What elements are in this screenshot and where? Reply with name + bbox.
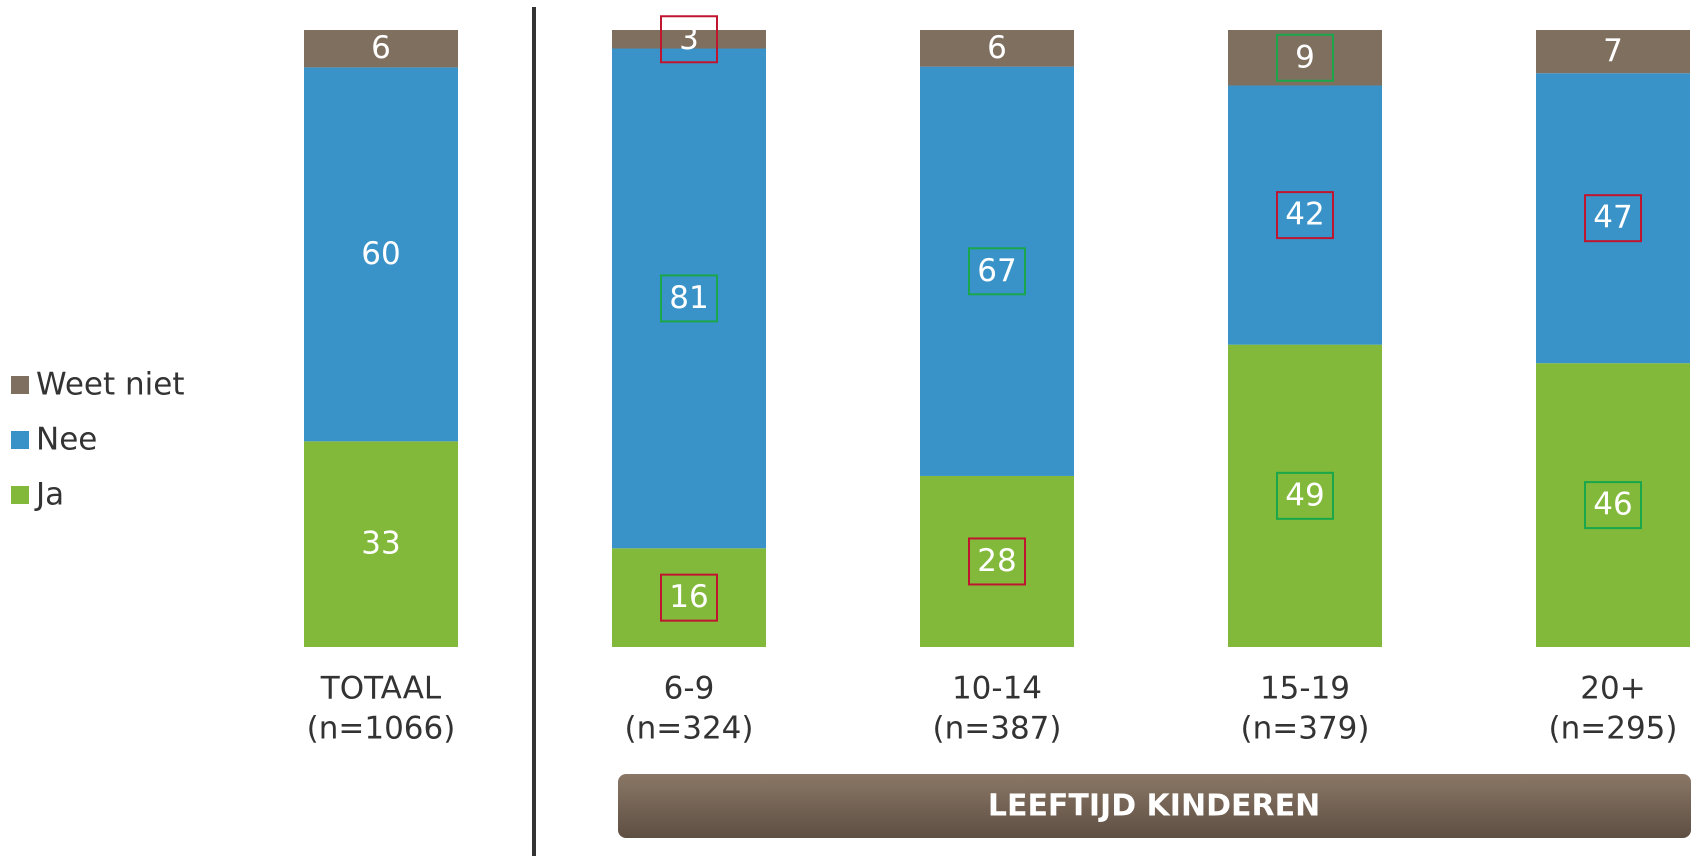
sample-size: (n=387) <box>933 711 1062 747</box>
sample-size: (n=324) <box>625 711 754 747</box>
bar-segment <box>1228 30 1382 86</box>
bar-segment <box>612 48 766 549</box>
value-label: 49 <box>1285 477 1324 513</box>
label-box <box>1276 191 1334 240</box>
value-label: 46 <box>1593 487 1632 523</box>
x-tick-label: 6-9 <box>664 671 715 707</box>
legend-swatch <box>11 431 29 449</box>
value-label: 47 <box>1593 200 1632 236</box>
label-box <box>1584 194 1642 243</box>
legend-label: Nee <box>36 422 97 458</box>
label-box <box>1276 471 1334 520</box>
bar-segment <box>920 30 1074 67</box>
sample-size: (n=1066) <box>307 711 456 747</box>
legend-swatch <box>11 486 29 504</box>
label-box <box>1584 481 1642 530</box>
value-label: 6 <box>987 30 1007 66</box>
x-tick-label: 15-19 <box>1260 671 1350 707</box>
label-box <box>660 274 718 323</box>
label-box <box>968 247 1026 296</box>
value-label: 42 <box>1285 197 1324 233</box>
value-label: 67 <box>977 253 1016 289</box>
legend-swatch <box>11 376 29 394</box>
bar-segment <box>612 548 766 647</box>
value-label: 3 <box>679 21 699 57</box>
bar-segment <box>1228 85 1382 345</box>
label-box <box>968 537 1026 586</box>
bar-segment <box>612 30 766 49</box>
sample-size: (n=379) <box>1241 711 1370 747</box>
label-box <box>1276 33 1334 82</box>
bar-segment <box>920 66 1074 476</box>
value-label: 16 <box>669 579 708 615</box>
legend-label: Weet niet <box>36 367 184 403</box>
legend-label: Ja <box>34 477 64 513</box>
value-label: 33 <box>361 526 400 562</box>
value-label: 9 <box>1295 39 1315 75</box>
value-label: 28 <box>977 543 1016 579</box>
sample-size: (n=295) <box>1549 711 1678 747</box>
group-label: LEEFTIJD KINDEREN <box>988 789 1320 824</box>
value-label: 6 <box>371 30 391 66</box>
bar-segment <box>1536 73 1690 364</box>
x-tick-label: 10-14 <box>952 671 1042 707</box>
value-label: 7 <box>1603 33 1623 69</box>
value-label: 60 <box>361 236 400 272</box>
label-box <box>660 15 718 64</box>
group-banner <box>618 774 1691 838</box>
x-tick-label: TOTAAL <box>320 671 442 707</box>
bar-segment <box>304 441 458 647</box>
bar-segment <box>1536 363 1690 647</box>
bar-segment <box>304 30 458 68</box>
bar-segment <box>1536 30 1690 74</box>
bar-segment <box>1228 344 1382 647</box>
bar-segment <box>920 475 1074 647</box>
value-label: 81 <box>669 280 708 316</box>
label-box <box>660 573 718 622</box>
x-tick-label: 20+ <box>1580 671 1645 707</box>
bar-segment <box>304 67 458 442</box>
